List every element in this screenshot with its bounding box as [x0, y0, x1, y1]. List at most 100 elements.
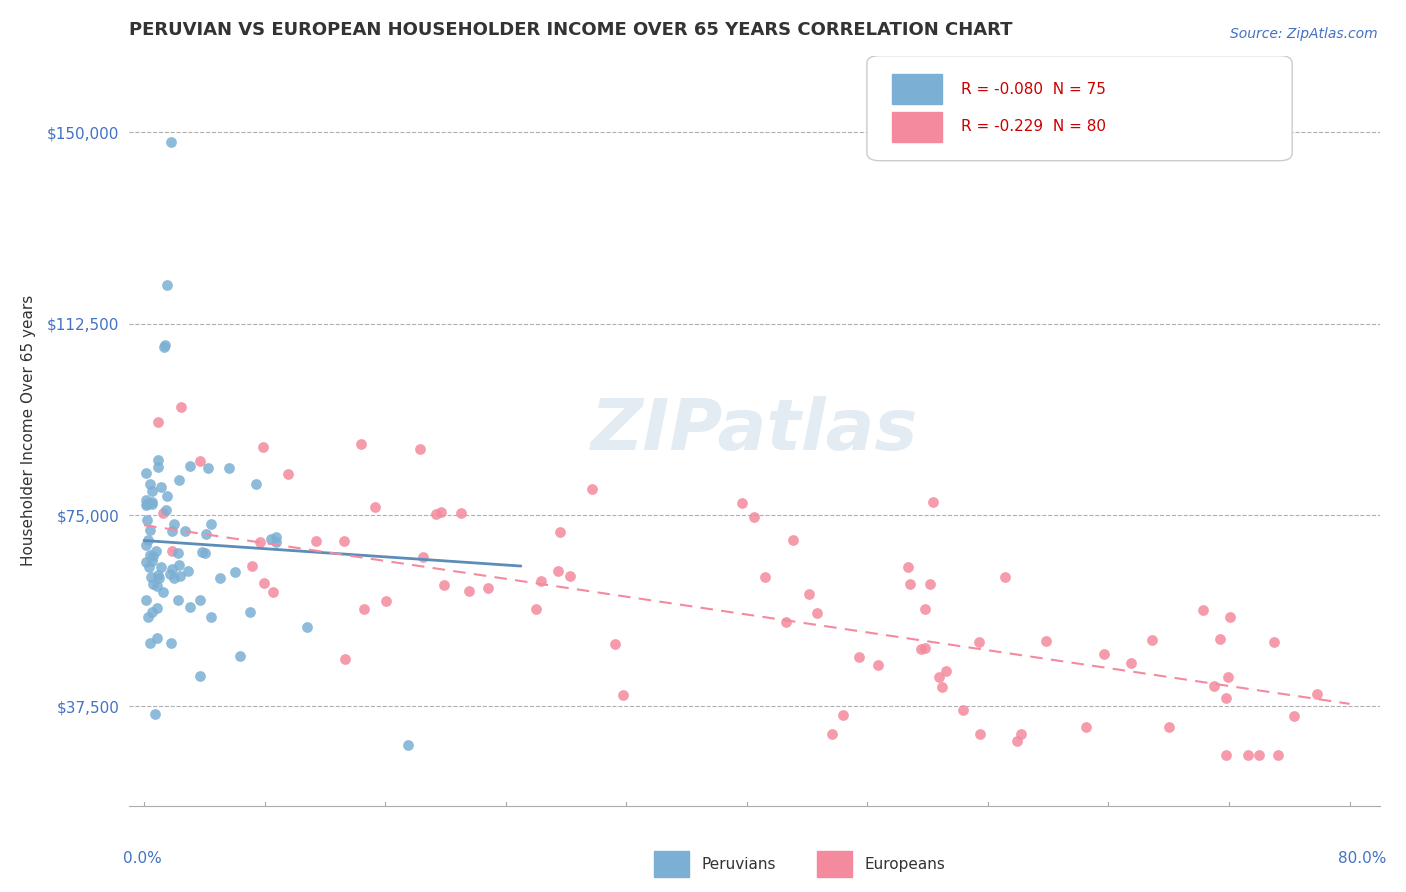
- Point: [547, 564, 569, 578]
- Text: 0.0%: 0.0%: [122, 851, 162, 866]
- Point: [921, 495, 943, 509]
- Text: PERUVIAN VS EUROPEAN HOUSEHOLDER INCOME OVER 65 YEARS CORRELATION CHART: PERUVIAN VS EUROPEAN HOUSEHOLDER INCOME …: [129, 21, 1012, 39]
- Text: Europeans: Europeans: [865, 857, 945, 872]
- Point: [409, 442, 432, 456]
- Point: [170, 400, 193, 414]
- Point: [156, 489, 179, 503]
- Point: [994, 570, 1017, 584]
- Point: [1216, 670, 1239, 684]
- Point: [224, 565, 246, 579]
- Point: [188, 593, 211, 607]
- Point: [148, 571, 170, 585]
- Point: [928, 670, 950, 684]
- Point: [364, 500, 387, 514]
- Point: [969, 635, 991, 649]
- Point: [1215, 747, 1237, 762]
- Point: [1092, 648, 1115, 662]
- Point: [1204, 679, 1226, 693]
- Point: [353, 602, 375, 616]
- Point: [145, 544, 167, 558]
- Point: [139, 636, 162, 650]
- Point: [160, 636, 183, 650]
- Point: [160, 136, 183, 150]
- Point: [169, 558, 191, 572]
- Point: [136, 533, 159, 548]
- Point: [139, 523, 162, 537]
- Point: [167, 593, 190, 607]
- Point: [195, 526, 218, 541]
- Point: [249, 535, 271, 549]
- Point: [141, 605, 163, 619]
- Point: [914, 601, 936, 615]
- Point: [264, 530, 287, 544]
- Point: [1249, 747, 1271, 762]
- Text: 80.0%: 80.0%: [1337, 851, 1386, 866]
- Point: [775, 615, 797, 630]
- Point: [1267, 747, 1289, 762]
- Point: [1005, 734, 1028, 748]
- Point: [146, 460, 169, 475]
- Point: [141, 484, 163, 499]
- Point: [152, 340, 174, 354]
- Point: [450, 506, 472, 520]
- Point: [162, 570, 184, 584]
- Point: [245, 476, 267, 491]
- Point: [141, 497, 163, 511]
- Point: [868, 657, 890, 672]
- Point: [412, 549, 434, 564]
- Point: [603, 637, 626, 651]
- Point: [548, 524, 571, 539]
- Point: [969, 727, 991, 741]
- Point: [160, 524, 183, 538]
- Point: [141, 576, 163, 591]
- Point: [730, 496, 752, 510]
- Point: [333, 534, 356, 549]
- Point: [136, 497, 159, 511]
- Point: [200, 516, 222, 531]
- Point: [1035, 633, 1057, 648]
- Point: [477, 581, 499, 595]
- Text: R = -0.080  N = 75: R = -0.080 N = 75: [960, 82, 1105, 97]
- Point: [191, 544, 214, 558]
- Point: [160, 562, 183, 576]
- Point: [141, 495, 163, 509]
- Point: [305, 534, 328, 549]
- Point: [1119, 657, 1142, 671]
- Y-axis label: Householder Income Over 65 years: Householder Income Over 65 years: [21, 295, 35, 566]
- Point: [179, 600, 201, 615]
- Point: [242, 559, 264, 574]
- Bar: [891, 112, 942, 142]
- Point: [135, 466, 157, 480]
- Point: [277, 467, 299, 481]
- Text: Peruvians: Peruvians: [702, 857, 776, 872]
- Point: [142, 549, 165, 563]
- Point: [335, 651, 357, 665]
- Point: [139, 476, 162, 491]
- Point: [169, 569, 191, 583]
- Point: [167, 473, 190, 487]
- Point: [229, 649, 252, 664]
- Bar: [891, 74, 942, 104]
- Point: [914, 641, 936, 656]
- Point: [239, 605, 262, 619]
- Point: [262, 584, 284, 599]
- Point: [1010, 727, 1032, 741]
- Bar: [654, 851, 689, 877]
- Point: [152, 506, 174, 520]
- Point: [174, 524, 197, 538]
- Point: [831, 707, 853, 722]
- Point: [458, 583, 481, 598]
- Point: [149, 560, 172, 574]
- Point: [530, 574, 553, 589]
- Point: [200, 609, 222, 624]
- Point: [252, 440, 274, 454]
- Point: [218, 460, 240, 475]
- Bar: [817, 851, 852, 877]
- Point: [1209, 632, 1232, 647]
- Point: [141, 554, 163, 568]
- Point: [135, 555, 157, 569]
- Point: [141, 570, 163, 584]
- Point: [1215, 690, 1237, 705]
- Point: [155, 338, 177, 352]
- Point: [374, 593, 396, 607]
